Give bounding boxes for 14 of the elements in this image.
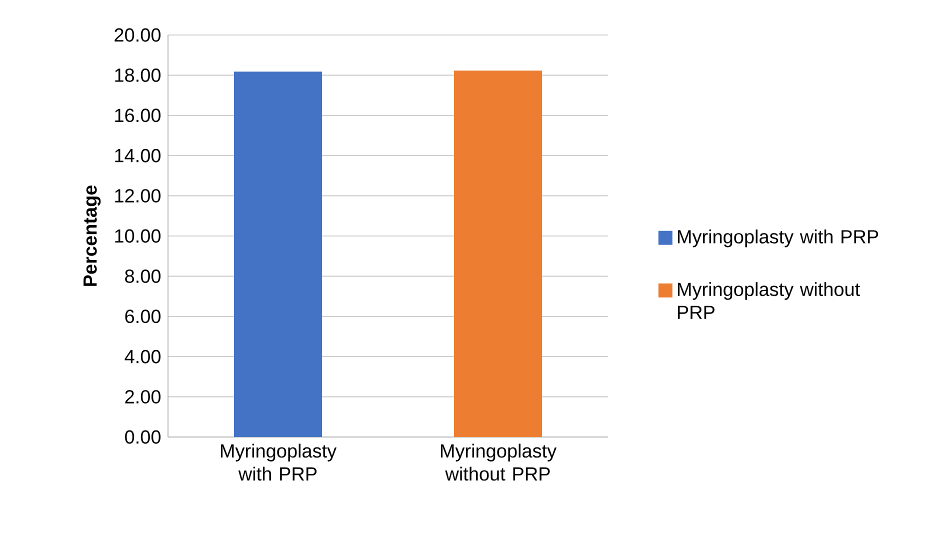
y-tick-label: 16.00	[115, 108, 161, 122]
y-tick-label: 2.00	[125, 390, 161, 404]
y-axis-title: Percentage	[84, 185, 101, 286]
y-tick-label: 6.00	[125, 310, 161, 324]
y-tick-label: 14.00	[115, 148, 161, 162]
legend-label: Myringoplasty with PRP	[678, 230, 878, 248]
legend-label: Myringoplasty without PRP	[678, 282, 860, 319]
y-tick-label: 12.00	[115, 189, 161, 203]
y-tick-label: 4.00	[124, 350, 161, 364]
y-tick-label: 10.00	[115, 229, 161, 243]
y-tick-label: 8.00	[125, 269, 161, 283]
y-tick-label: 18.00	[115, 68, 161, 82]
y-tick-label: 0.00	[125, 430, 161, 444]
y-tick-label: 20.00	[114, 28, 161, 42]
